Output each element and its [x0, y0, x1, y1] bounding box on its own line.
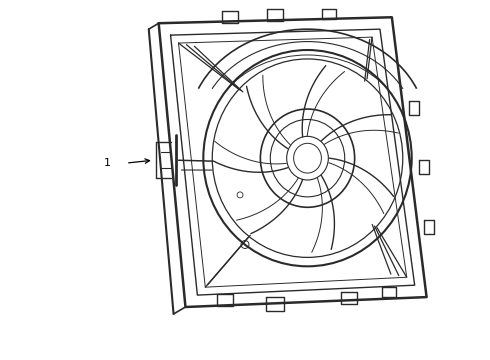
Text: 1: 1 — [104, 158, 111, 168]
